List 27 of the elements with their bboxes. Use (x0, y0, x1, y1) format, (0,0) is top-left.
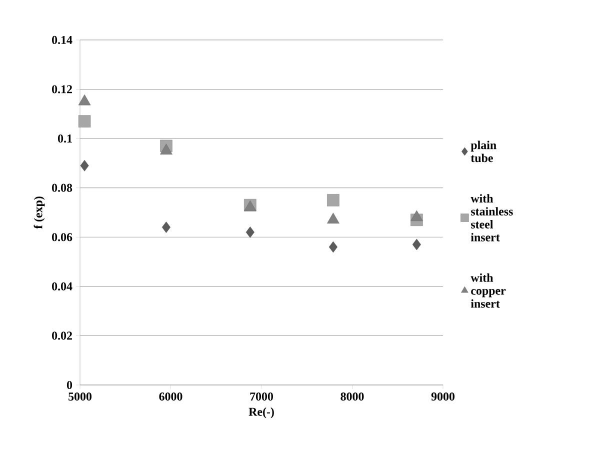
x-tick-label: 9000 (431, 392, 454, 401)
y-tick-label: 0.08 (52, 184, 72, 192)
legend-label: plain tube (470, 140, 496, 162)
point (162, 222, 170, 233)
x-tick-label: 7000 (250, 392, 273, 401)
point (328, 241, 338, 253)
point (78, 115, 91, 128)
point (160, 144, 172, 155)
x-tick-label: 6000 (159, 392, 182, 401)
x-axis-title: Re(-) (248, 407, 274, 418)
point (412, 238, 421, 250)
point (80, 160, 89, 172)
x-tick-label: 8000 (340, 392, 364, 401)
y-tick-label: 0.06 (52, 233, 72, 242)
y-tick-label: 0.14 (52, 36, 72, 44)
legend-label: with copper insert (470, 273, 506, 308)
y-tick-label: 0.1 (58, 134, 72, 143)
y-tick-label: 0.04 (52, 282, 72, 290)
y-tick-label: 0 (66, 380, 72, 390)
point (327, 194, 340, 206)
y-axis-title: f (exp) (34, 196, 45, 229)
legend-label: with stainless steel insert (470, 194, 513, 242)
y-tick-label: 0.12 (52, 85, 72, 94)
point (78, 94, 91, 106)
x-tick-label: 5000 (68, 392, 92, 401)
y-tick-label: 0.02 (52, 332, 72, 340)
point (246, 226, 254, 238)
